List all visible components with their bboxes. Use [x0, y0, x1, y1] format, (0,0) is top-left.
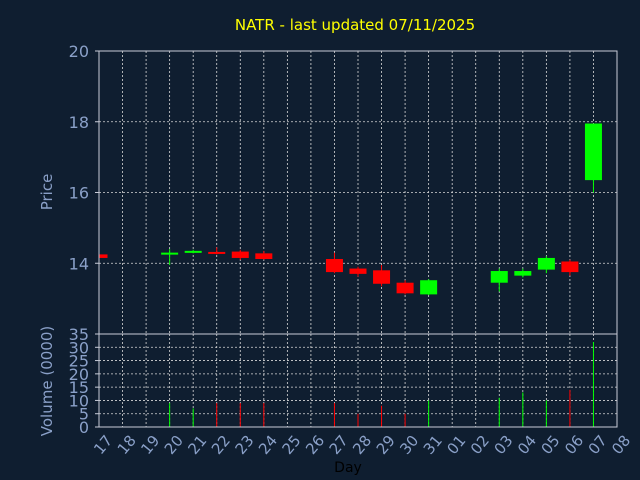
candle-body: [99, 254, 108, 258]
x-tick-label: 17: [90, 432, 116, 458]
candle: [184, 249, 202, 254]
candle-body: [561, 261, 579, 273]
candle: [98, 254, 108, 258]
price-axis-label: Price: [38, 174, 56, 211]
candle-body: [396, 282, 414, 294]
x-tick-label: 30: [396, 432, 422, 458]
candle-body: [184, 250, 202, 253]
candle: [537, 256, 555, 274]
volume-y-tick-label: 25: [69, 352, 89, 371]
x-tick-label: 25: [279, 432, 305, 458]
x-tick-label: 23: [231, 432, 257, 458]
x-tick-label: 01: [443, 432, 469, 458]
candle: [325, 252, 343, 274]
volume-grid: [99, 334, 617, 427]
candle: [208, 247, 226, 255]
x-tick-label: 19: [137, 432, 163, 458]
price-y-axis: 14 16 18 20: [69, 42, 99, 273]
price-y-tick-label: 20: [69, 42, 89, 61]
x-tick-label: 24: [255, 432, 281, 458]
volume-bars: [169, 341, 594, 427]
volume-y-tick-label: 0: [79, 418, 89, 437]
x-tick-label: 05: [538, 432, 564, 458]
x-tick-label: 28: [349, 432, 375, 458]
volume-y-tick-label: 10: [69, 391, 89, 410]
candle-body: [208, 251, 226, 254]
x-tick-label: 27: [326, 432, 352, 458]
candle-body: [349, 268, 367, 274]
price-y-tick-label: 16: [69, 184, 89, 203]
candle: [514, 268, 532, 278]
x-tick-label: 18: [114, 432, 140, 458]
candle: [490, 268, 508, 292]
x-tick-label: 22: [208, 432, 234, 458]
candle-body: [514, 271, 532, 276]
volume-y-tick-label: 20: [69, 365, 89, 384]
candle: [584, 123, 602, 193]
candle: [561, 259, 579, 276]
candle-body: [490, 271, 508, 283]
candle-body: [231, 251, 249, 258]
x-tick-label: 08: [608, 432, 634, 458]
volume-axis-label: Volume (0000): [38, 326, 56, 436]
x-tick-label: 26: [302, 432, 328, 458]
x-axis-label: Day: [334, 460, 362, 476]
candle: [396, 280, 414, 295]
candle-body: [584, 123, 602, 181]
price-candles: [98, 123, 602, 296]
volume-y-tick-label: 35: [69, 325, 89, 344]
volume-plot-frame: [98, 333, 618, 428]
x-tick-label: 20: [161, 432, 187, 458]
x-tick-label: 03: [490, 432, 516, 458]
x-axis: 1718192021222324252627282930310102030405…: [90, 432, 634, 458]
candle-body: [255, 253, 273, 260]
price-y-tick-label: 14: [69, 254, 89, 273]
x-tick-label: 06: [561, 432, 587, 458]
candle-body: [161, 252, 179, 255]
x-tick-label: 21: [184, 432, 210, 458]
candle-body: [420, 280, 438, 295]
volume-y-tick-label: 30: [69, 338, 89, 357]
x-tick-label: 02: [467, 432, 493, 458]
candle: [373, 265, 391, 287]
candle-body: [325, 259, 343, 273]
chart-title: NATR - last updated 07/11/2025: [235, 16, 475, 34]
candle: [349, 266, 367, 277]
x-tick-label: 07: [585, 432, 611, 458]
x-tick-label: 31: [420, 432, 446, 458]
volume-y-tick-label: 15: [69, 378, 89, 397]
x-tick-label: 29: [373, 432, 399, 458]
candle: [161, 249, 179, 266]
candle-body: [373, 270, 391, 284]
candle-body: [537, 257, 555, 270]
x-tick-label: 04: [514, 432, 540, 458]
candle: [420, 279, 438, 296]
volume-y-tick-label: 5: [79, 405, 89, 424]
candle: [255, 250, 273, 260]
price-y-tick-label: 18: [69, 113, 89, 132]
candle: [231, 249, 249, 260]
price-grid: [99, 51, 617, 334]
